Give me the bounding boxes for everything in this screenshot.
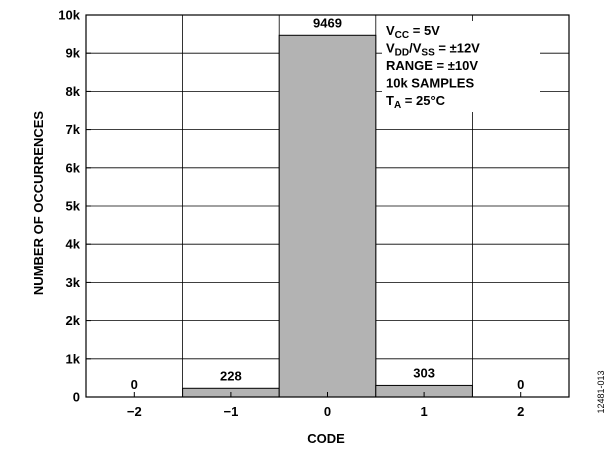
annotation-line: 10k SAMPLES (386, 76, 474, 91)
data-label-bg (406, 365, 443, 382)
y-tick-label: 0 (73, 390, 80, 405)
x-tick-label: −1 (223, 404, 238, 419)
x-tick-label: 0 (324, 404, 331, 419)
y-tick-label: 3k (66, 275, 81, 290)
bar (278, 34, 377, 398)
x-tick-label: 2 (517, 404, 524, 419)
y-tick-label: 7k (66, 122, 81, 137)
x-tick-label: 1 (420, 404, 427, 419)
x-axis-label: CODE (307, 431, 345, 446)
annotation-bg (382, 21, 540, 112)
data-label-bg (510, 377, 531, 393)
data-label-bg (212, 368, 249, 385)
y-tick-label: 9k (66, 46, 81, 61)
y-tick-label: 10k (58, 8, 80, 23)
y-tick-label: 5k (66, 199, 81, 214)
x-axis-ticks: −2 −1 0 1 2 (127, 392, 524, 419)
annotation-line: RANGE = ±10V (386, 58, 478, 73)
y-tick-label: 6k (66, 160, 81, 175)
data-label: 9469 (313, 15, 342, 30)
figure-id: 12481-013 (596, 370, 606, 413)
y-tick-label: 4k (66, 237, 81, 252)
data-label-bg (305, 15, 350, 32)
annotation-line: VCC = 5V (386, 23, 440, 41)
y-tick-label: 8k (66, 84, 81, 99)
data-label: 0 (517, 377, 524, 392)
data-label: 228 (220, 368, 242, 383)
y-axis-label: NUMBER OF OCCURRENCES (31, 111, 46, 296)
y-tick-label: 2k (66, 313, 81, 328)
y-axis-ticks: 0 1k 2k 3k 4k 5k 6k 7k 8k 9k 10k (58, 8, 91, 405)
x-tick-label: −2 (127, 404, 142, 419)
data-label: 303 (413, 365, 435, 380)
bar-data-labels: 0 228 9469 303 0 (124, 15, 531, 393)
data-label-bg (124, 377, 145, 393)
annotation-line: VDD/VSS = ±12V (386, 41, 480, 59)
data-label: 0 (131, 377, 138, 392)
annotation-line: TA = 25°C (386, 93, 446, 111)
y-tick-label: 1k (66, 351, 81, 366)
